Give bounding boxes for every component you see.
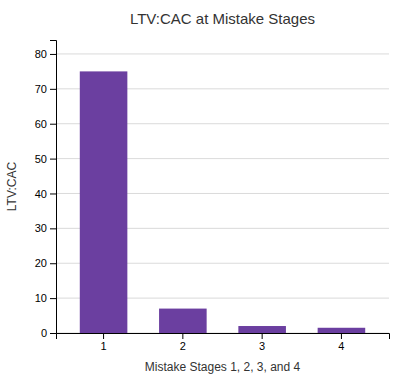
y-tick: 80: [35, 48, 56, 60]
x-tick: 3: [259, 333, 265, 352]
y-tick-label: 40: [35, 187, 47, 199]
x-tick-label: 1: [101, 340, 107, 352]
chart-svg: 0 10 20 30 40 50 60 70 80 1 2 3 4 LTV:CAC at Mistake …: [0, 0, 407, 385]
x-tick: 2: [180, 333, 186, 352]
y-tick-mark: [50, 124, 56, 125]
y-tick-label: 60: [35, 118, 47, 130]
plot: 0 10 20 30 40 50 60 70 80 1 2 3 4: [35, 41, 390, 352]
y-tick-label: 80: [35, 48, 47, 60]
y-tick-label: 10: [35, 292, 47, 304]
y-tick-mark: [50, 193, 56, 194]
y-tick: 50: [35, 153, 56, 165]
y-axis-line: [50, 41, 57, 334]
y-axis: 0 10 20 30 40 50 60 70 80: [35, 41, 57, 340]
y-tick: 20: [35, 257, 56, 269]
bar: [238, 326, 286, 333]
chart-container: 0 10 20 30 40 50 60 70 80 1 2 3 4 LTV:CAC at Mistake …: [0, 0, 407, 385]
x-tick-label: 2: [180, 340, 186, 352]
y-tick: 40: [35, 187, 56, 199]
x-tick-mark: [103, 333, 104, 339]
grid-line: [56, 53, 389, 54]
bar: [80, 71, 128, 333]
y-tick-label: 70: [35, 83, 47, 95]
y-tick-label: 20: [35, 257, 47, 269]
y-tick-label: 30: [35, 222, 47, 234]
y-tick-label: 0: [41, 327, 47, 339]
grid: [56, 54, 389, 333]
title: LTV:CAC at Mistake Stages: [130, 10, 315, 27]
x-axis: 1 2 3 4: [57, 333, 390, 352]
y-axis-title: LTV:CAC: [5, 161, 19, 211]
y-tick-mark: [50, 298, 56, 299]
x-tick-label: 4: [338, 340, 344, 352]
y-tick: 0: [41, 327, 56, 339]
bar: [159, 309, 207, 333]
y-tick-mark: [50, 263, 56, 264]
x-axis-line: [57, 334, 390, 340]
x-axis-title: Mistake Stages 1, 2, 3, and 4: [145, 360, 301, 374]
y-tick: 60: [35, 118, 56, 130]
x-tick-label: 3: [259, 340, 265, 352]
y-tick: 30: [35, 222, 56, 234]
x-tick: 4: [338, 333, 344, 352]
x-tick: 1: [101, 333, 107, 352]
x-tick-mark: [262, 333, 263, 339]
y-tick-mark: [50, 159, 56, 160]
y-tick: 10: [35, 292, 56, 304]
y-tick-label: 50: [35, 153, 47, 165]
y-tick-mark: [50, 89, 56, 90]
y-tick-mark: [50, 228, 56, 229]
x-tick-mark: [182, 333, 183, 339]
y-tick-mark: [50, 333, 56, 334]
x-tick-mark: [341, 333, 342, 339]
bar: [318, 328, 366, 333]
y-tick: 70: [35, 83, 56, 95]
y-tick-mark: [50, 54, 56, 55]
bars: [80, 71, 365, 333]
